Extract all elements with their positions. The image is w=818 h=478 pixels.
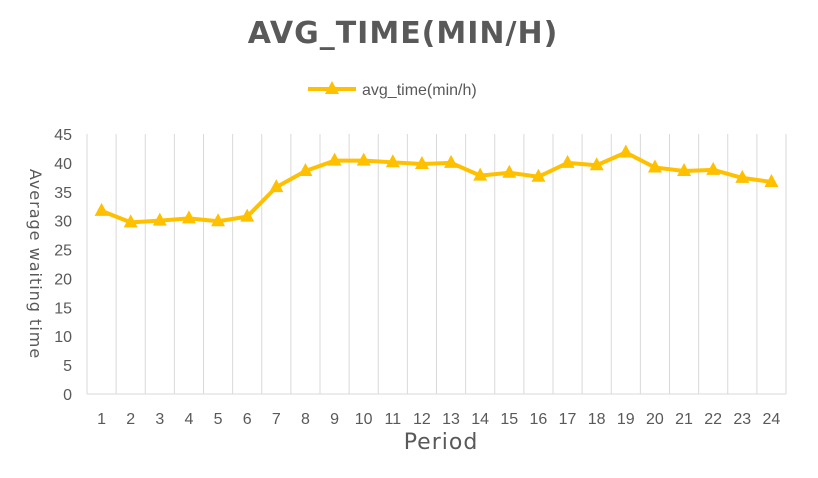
x-tick-label: 18 (588, 411, 606, 428)
x-tick-label: 17 (559, 411, 577, 428)
y-tick-label: 30 (54, 214, 72, 231)
data-point-marker[interactable] (764, 173, 779, 187)
data-point-marker[interactable] (327, 152, 342, 166)
x-tick-label: 6 (243, 411, 252, 428)
x-tick-label: 11 (385, 411, 402, 428)
data-point-marker[interactable] (269, 179, 284, 193)
data-point-marker[interactable] (589, 157, 604, 171)
x-tick-label: 4 (184, 411, 193, 428)
y-tick-label: 25 (54, 243, 72, 260)
data-point-marker[interactable] (181, 210, 196, 224)
y-axis-title: Average waiting time (26, 169, 45, 359)
data-point-marker[interactable] (298, 162, 313, 176)
data-point-marker[interactable] (356, 152, 371, 166)
series-avg-time (94, 144, 779, 228)
x-tick-label: 13 (442, 411, 460, 428)
legend-series-label: avg_time(min/h) (362, 82, 477, 99)
data-point-marker[interactable] (240, 208, 255, 222)
data-point-marker[interactable] (123, 214, 138, 228)
gridlines (86, 134, 787, 395)
x-axis-title: Period (404, 430, 479, 455)
data-point-marker[interactable] (618, 144, 633, 158)
y-tick-label: 45 (54, 127, 72, 144)
data-point-marker[interactable] (502, 164, 517, 178)
x-tick-label: 19 (617, 411, 635, 428)
y-tick-label: 20 (54, 271, 72, 288)
x-tick-label: 23 (733, 411, 751, 428)
x-tick-label: 7 (272, 411, 281, 428)
data-point-marker[interactable] (385, 154, 400, 168)
data-point-marker[interactable] (152, 212, 167, 226)
data-point-marker[interactable] (531, 168, 546, 182)
data-point-marker[interactable] (560, 154, 575, 168)
data-point-marker[interactable] (677, 162, 692, 176)
legend[interactable]: avg_time(min/h) (308, 81, 477, 99)
x-tick-label: 20 (646, 411, 664, 428)
x-tick-label: 9 (330, 411, 339, 428)
x-tick-label: 1 (97, 411, 106, 428)
y-tick-label: 15 (54, 300, 72, 317)
x-tick-label: 24 (763, 411, 781, 428)
x-tick-label: 5 (214, 411, 223, 428)
data-point-marker[interactable] (414, 156, 429, 170)
data-point-marker[interactable] (735, 169, 750, 183)
x-tick-label: 3 (155, 411, 164, 428)
y-tick-label: 5 (63, 358, 72, 375)
y-tick-label: 40 (54, 156, 72, 173)
data-point-marker[interactable] (94, 202, 109, 216)
x-tick-label: 2 (126, 411, 135, 428)
data-point-marker[interactable] (473, 167, 488, 181)
x-tick-label: 14 (471, 411, 489, 428)
series-line (100, 150, 772, 225)
x-tick-label: 15 (500, 411, 518, 428)
x-tick-label: 21 (675, 411, 693, 428)
x-tick-label: 22 (704, 411, 722, 428)
x-axis-ticks: 1 2 3 4 5 6 7 8 9 10 11 12 13 14 15 16 17 18 19 20 21 22 23 24 (97, 411, 780, 428)
y-tick-label: 10 (54, 329, 72, 346)
x-tick-label: 8 (301, 411, 310, 428)
y-axis-ticks: 0 5 10 15 20 25 30 35 40 45 (54, 127, 72, 404)
data-point-marker[interactable] (444, 154, 459, 168)
x-tick-label: 16 (530, 411, 548, 428)
data-point-marker[interactable] (706, 161, 721, 175)
data-point-marker[interactable] (211, 213, 226, 227)
y-tick-label: 0 (63, 387, 72, 404)
x-tick-label: 10 (355, 411, 373, 428)
data-point-marker[interactable] (647, 159, 662, 173)
x-tick-label: 12 (413, 411, 431, 428)
legend-triangle-icon (325, 81, 339, 94)
chart-title: AVG_TIME(MIN/H) (248, 16, 559, 51)
y-tick-label: 35 (54, 185, 72, 202)
